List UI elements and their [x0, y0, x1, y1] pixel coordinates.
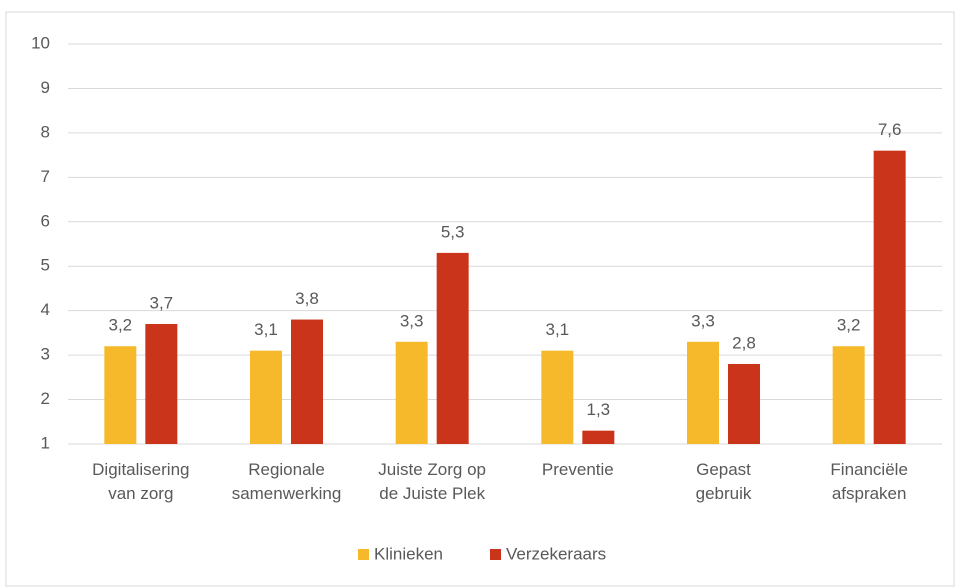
- data-label: 5,3: [441, 222, 465, 241]
- y-tick-label: 1: [41, 433, 50, 452]
- bar: [541, 350, 574, 444]
- data-label: 3,2: [837, 316, 861, 335]
- data-label: 7,6: [878, 120, 902, 139]
- y-tick-label: 5: [41, 256, 50, 275]
- bar: [395, 341, 428, 444]
- x-tick-label: Gepast gebruik: [695, 460, 752, 503]
- y-tick-label: 4: [41, 300, 50, 319]
- bar: [250, 350, 282, 444]
- chart-border: [5, 11, 955, 587]
- bar: [291, 319, 323, 444]
- y-tick-label: 10: [31, 33, 50, 52]
- legend-swatch: [490, 549, 501, 560]
- legend-label: Verzekeraars: [506, 544, 606, 563]
- data-label: 3,3: [691, 311, 715, 330]
- x-tick-label: Financiële afspraken: [830, 460, 908, 503]
- bar: [582, 430, 615, 444]
- data-label: 3,1: [254, 320, 278, 339]
- y-tick-label: 8: [41, 122, 50, 141]
- data-label: 1,3: [587, 400, 611, 419]
- data-label: 2,8: [732, 333, 756, 352]
- x-tick-label: Digitalisering van zorg: [92, 460, 190, 503]
- legend-swatch: [358, 549, 369, 560]
- data-label: 3,7: [150, 293, 174, 312]
- data-label: 3,1: [546, 320, 570, 339]
- y-tick-label: 6: [41, 211, 50, 230]
- y-tick-label: 2: [41, 389, 50, 408]
- x-tick-label: Regionale samenwerking: [231, 460, 342, 503]
- y-tick-label: 7: [41, 167, 50, 186]
- bar: [687, 341, 719, 444]
- bar: [873, 150, 906, 444]
- bar: [728, 364, 760, 444]
- x-tick-label: Juiste Zorg op de Juiste Plek: [378, 460, 487, 503]
- legend-label: Klinieken: [374, 544, 443, 563]
- data-label: 3,3: [400, 311, 424, 330]
- y-tick-label: 3: [41, 345, 50, 364]
- x-tick-label: Preventie: [541, 460, 614, 479]
- data-label: 3,8: [295, 289, 319, 308]
- data-label: 3,2: [109, 316, 133, 335]
- bar: [832, 346, 865, 444]
- bar: [145, 324, 178, 444]
- bar: [436, 252, 469, 444]
- y-tick-label: 9: [41, 78, 50, 97]
- bar: [104, 346, 137, 444]
